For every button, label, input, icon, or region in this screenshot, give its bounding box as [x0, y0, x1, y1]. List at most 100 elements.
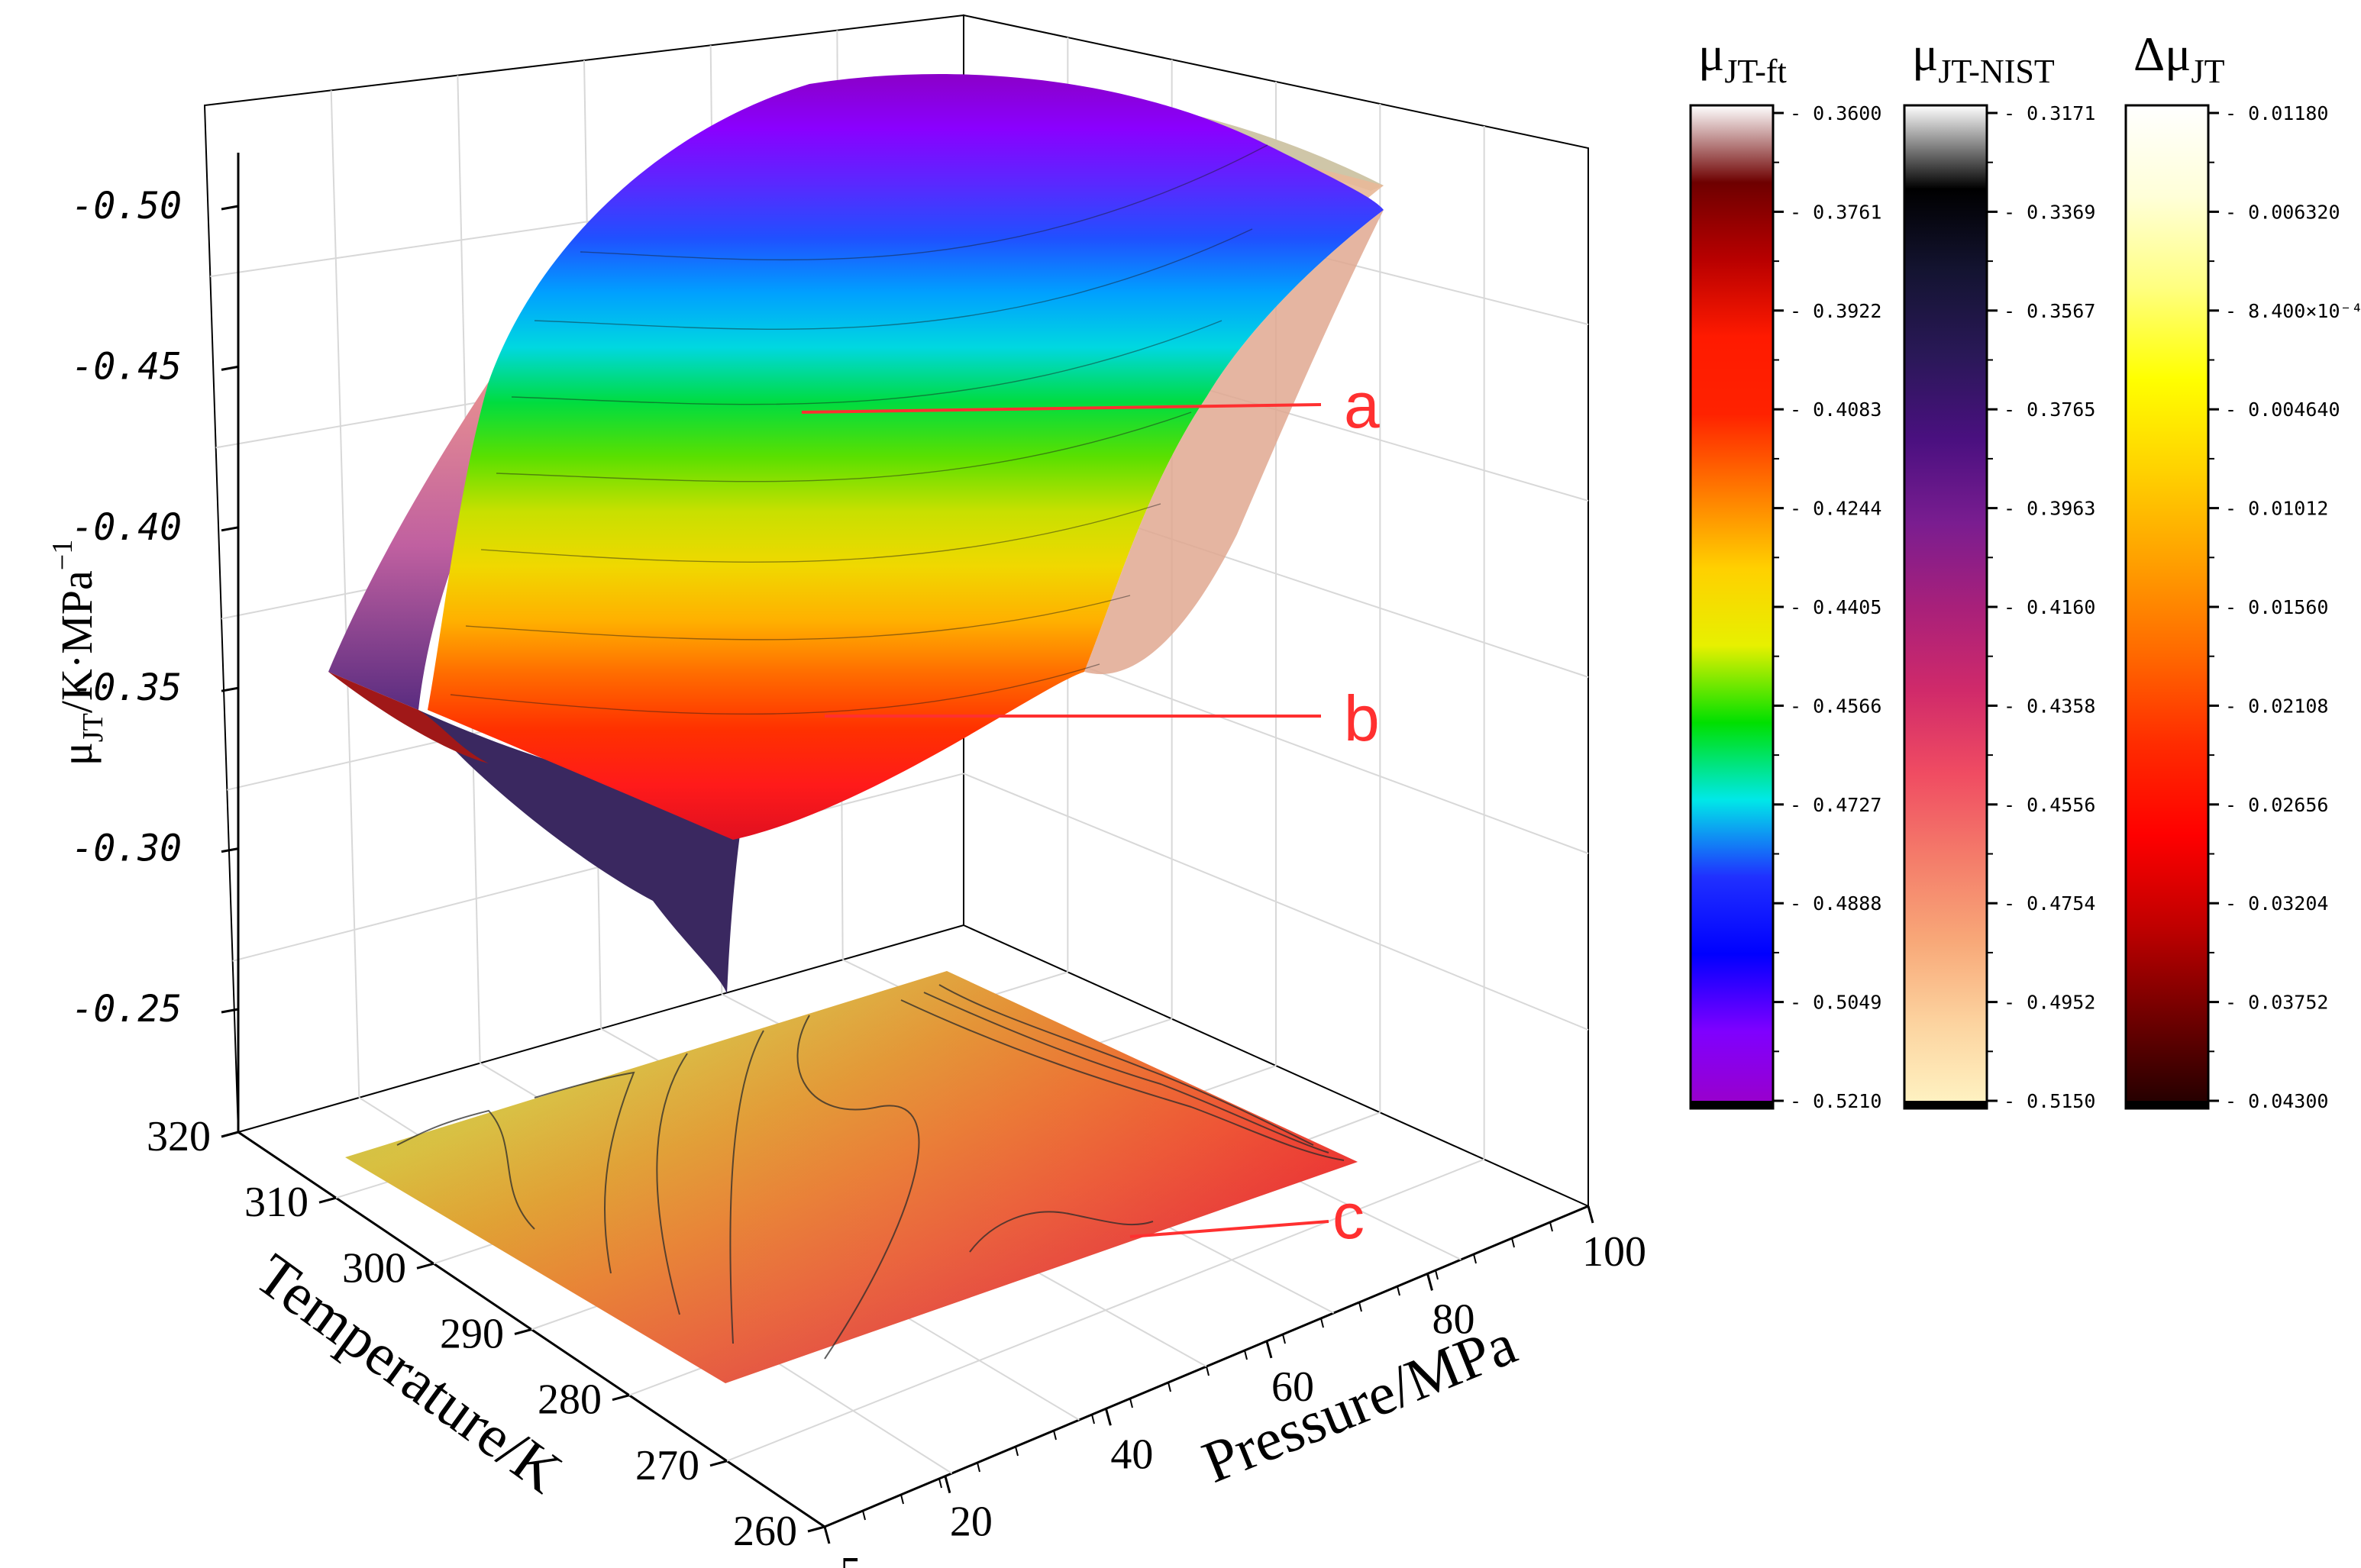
mesh-line: [511, 320, 1222, 405]
pressure-tick-labels: 5 20 40 60 80 100: [823, 1205, 1646, 1568]
ft-surface-fold: [328, 672, 489, 763]
temperature-tick: [318, 1196, 337, 1204]
ft-surface: [428, 73, 1384, 840]
annotation-leader-c: [1129, 1220, 1329, 1238]
vertical-tick-label: -0.50: [72, 185, 182, 227]
temperature-axis-title: Temperature/K: [244, 1241, 573, 1505]
vertical-axis: [221, 153, 240, 1132]
pressure-minor-tick: [1129, 1398, 1133, 1408]
annotation-leader-a: [801, 403, 1322, 414]
temperature-tick: [416, 1262, 434, 1270]
colorbar-scale: [2124, 104, 2210, 1110]
pressure-minor-tick: [1473, 1253, 1477, 1264]
temperature-tick-label: 270: [635, 1442, 699, 1489]
colorbar-tick-label: - 0.03752: [2225, 992, 2328, 1014]
temperature-tick: [807, 1525, 825, 1533]
colorbar-tick-label: - 0.01180: [2225, 102, 2328, 124]
colorbar-scale: [1689, 104, 1775, 1110]
base-contour: [729, 1030, 764, 1344]
pressure-minor-tick: [1206, 1366, 1210, 1376]
colorbar-1: μJT-NIST - 0.3171 - 0.3369 - 0.3567 - 0.3765…: [1903, 27, 2095, 1112]
colorbar-tick-label: - 0.5150: [2004, 1090, 2095, 1112]
base-contour: [900, 999, 1345, 1161]
annotation-label-b: b: [1344, 682, 1380, 754]
mesh-line: [496, 411, 1192, 482]
annotation-label-a: a: [1344, 369, 1380, 441]
mesh-line: [450, 663, 1100, 715]
colorbars: μJT-ft- 0.3600 - 0.3761 - 0.3922 - 0.4083 - …: [1689, 27, 2361, 1112]
colorbar-tick-label: - 0.02656: [2225, 794, 2328, 816]
colorbar-title: ΔμJT: [2133, 27, 2225, 90]
colorbar-tick-label: - 0.5210: [1790, 1090, 1881, 1112]
colorbar-tick-label: - 0.4244: [1790, 498, 1881, 520]
colorbar-tick-label: - 0.5049: [1790, 992, 1881, 1014]
pressure-minor-tick: [1244, 1350, 1248, 1360]
colorbar-tick-label: - 0.02108: [2225, 695, 2328, 717]
vertical-tick: [221, 686, 239, 692]
temperature-tick: [709, 1460, 728, 1467]
colorbar-tick-label: - 0.4566: [1790, 695, 1881, 717]
pressure-minor-tick: [938, 1478, 942, 1489]
pressure-tick-label: 60: [1271, 1363, 1314, 1411]
pressure-minor-tick: [862, 1510, 866, 1521]
pressure-minor-tick: [1320, 1318, 1324, 1328]
pressure-minor-tick: [1358, 1302, 1362, 1312]
pressure-tick-label: 80: [1432, 1295, 1474, 1343]
temperature-tick-labels: 320 310 300 290 280 270 260: [147, 1113, 825, 1555]
colorbar-tick-label: - 0.4888: [1790, 892, 1881, 915]
temperature-tick-label: 290: [440, 1311, 504, 1358]
colorbar-tick-label: - 0.4754: [2004, 892, 2095, 915]
nist-surface-left: [328, 382, 489, 710]
colorbar-end-cap: [1904, 1101, 1987, 1108]
colorbar-tick-label: - 0.03204: [2225, 892, 2328, 915]
temperature-tick: [612, 1394, 630, 1402]
pressure-minor-tick: [1435, 1270, 1439, 1280]
vertical-tick-label: -0.35: [72, 666, 182, 709]
colorbar-tick-label: - 0.3369: [2004, 201, 2095, 223]
colorbar-tick-label: - 0.4952: [2004, 992, 2095, 1014]
annotations: a b c: [801, 369, 1380, 1252]
mesh-line: [580, 144, 1268, 261]
pressure-minor-tick: [1091, 1414, 1095, 1424]
colorbar-tick-label: - 0.4556: [2004, 794, 2095, 816]
colorbar-tick-label: - 0.3761: [1790, 201, 1881, 223]
base-contours: [396, 984, 1345, 1360]
pressure-axis-title: Pressure/MPa: [1193, 1310, 1525, 1495]
pressure-tick: [1426, 1273, 1433, 1291]
pressure-minor-tick: [900, 1494, 904, 1505]
mesh-line: [465, 595, 1131, 640]
base-contour: [396, 1109, 535, 1230]
colorbar-tick-label: - 0.4358: [2004, 695, 2095, 717]
pressure-minor-tick: [1511, 1237, 1515, 1248]
vertical-tick: [221, 847, 239, 853]
colorbar-tick-label: - 0.01560: [2225, 596, 2328, 618]
colorbar-tick-label: - 0.3922: [1790, 300, 1881, 322]
pressure-tick-label: 100: [1582, 1228, 1646, 1276]
colorbar-end-cap: [1691, 1101, 1773, 1108]
base-projection-plane: [345, 971, 1358, 1383]
temperature-tick-label: 260: [733, 1508, 797, 1555]
colorbar-title: μJT-ft: [1698, 27, 1787, 90]
ft-surface-right-shade: [1084, 210, 1384, 675]
pressure-tick: [1104, 1408, 1112, 1426]
colorbar-tick-label: - 0.01012: [2225, 498, 2328, 520]
pressure-minor-tick: [1168, 1382, 1171, 1392]
colorbar-2: ΔμJT- 0.01180 - 0.006320 - 8.400×10⁻⁴ - 0.0…: [2124, 27, 2361, 1112]
temperature-tick-label: 300: [342, 1244, 406, 1292]
pressure-tick-label: 20: [950, 1499, 993, 1546]
pressure-minor-tick: [1282, 1334, 1286, 1344]
colorbar-tick-label: - 0.3567: [2004, 300, 2095, 322]
base-contour: [656, 1053, 688, 1315]
temperature-tick-label: 280: [538, 1376, 602, 1424]
base-plane-overlay: [345, 971, 1358, 1383]
temperature-tick-label: 310: [244, 1179, 308, 1226]
pressure-minor-tick: [977, 1462, 980, 1473]
pressure-tick: [823, 1526, 831, 1544]
vertical-tick: [221, 1008, 239, 1014]
vertical-tick-labels: -0.50 -0.45 -0.40 -0.35 -0.30 -0.25: [72, 185, 182, 1031]
colorbar-tick-label: - 0.3600: [1790, 102, 1881, 124]
pressure-minor-tick: [1397, 1286, 1400, 1296]
base-contour: [534, 1071, 635, 1274]
colorbar-tick-label: - 0.3171: [2004, 102, 2095, 124]
